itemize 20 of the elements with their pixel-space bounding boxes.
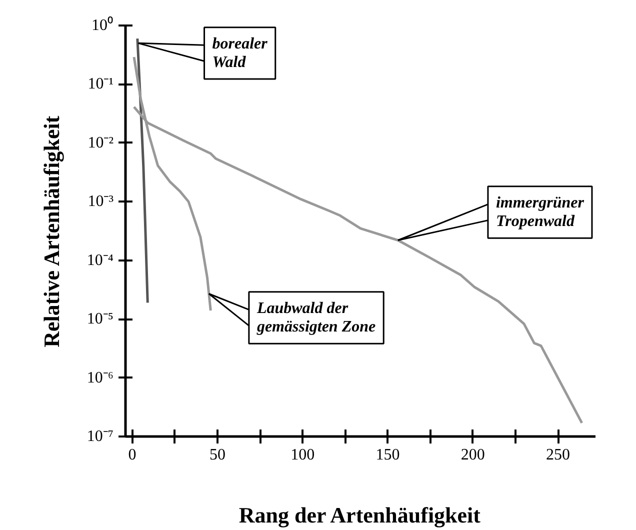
x-axis-title: Rang der Artenhäufigkeit	[238, 502, 482, 528]
x-tick-label: 50	[209, 446, 226, 464]
y-tick-label: 10⁻²	[88, 134, 114, 152]
x-tick-label: 100	[290, 446, 315, 464]
annotation: Laubwald der gemässigten Zone	[256, 300, 376, 336]
y-tick-label: 10⁻³	[88, 193, 114, 210]
y-tick-label: 10⁻⁷	[86, 428, 114, 445]
y-axis-title: Relative Artenhäufigkeit	[38, 115, 64, 348]
y-tick-label: 10⁻⁶	[86, 369, 114, 386]
annotation: borealer Wald	[212, 35, 268, 72]
x-tick-label: 250	[546, 446, 570, 464]
x-tick-label: 0	[128, 446, 136, 464]
annotation: immergrüner Tropenwald	[496, 194, 585, 230]
y-tick-label: 10⁻¹	[88, 76, 114, 93]
line-series	[136, 37, 149, 304]
y-tick-label: 10⁰	[92, 16, 114, 34]
y-tick-label: 10⁻⁵	[86, 310, 114, 328]
x-tick-label: 150	[376, 446, 400, 464]
y-tick-label: 10⁻⁴	[86, 252, 114, 269]
x-tick-label: 200	[460, 446, 485, 464]
